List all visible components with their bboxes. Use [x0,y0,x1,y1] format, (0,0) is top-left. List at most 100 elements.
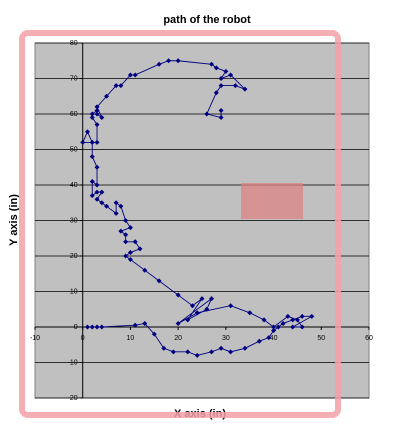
point [94,139,100,145]
highlight-frame [19,30,341,418]
point [218,345,224,351]
point [161,345,167,351]
y-tick-label: 40 [70,182,78,189]
point [209,61,215,67]
point [290,317,296,323]
point [94,196,100,202]
chart-title: path of the robot [163,14,251,26]
point [118,83,124,89]
point [199,296,205,302]
y-tick-label: 80 [70,40,78,47]
point [142,320,148,326]
point [185,349,191,355]
x-tick-label: 60 [365,335,373,342]
point [275,324,281,330]
point [309,313,315,319]
point [94,104,100,110]
point [185,317,191,323]
point [94,107,100,113]
point [89,115,95,121]
y-axis-label: Y axis (in) [8,194,20,246]
point [271,328,277,334]
point [175,292,181,298]
y-tick-label: -20 [68,395,78,402]
point [89,139,95,145]
point [194,310,200,316]
point [94,182,100,188]
y-tick-label: 20 [70,253,78,260]
point [266,335,272,341]
point [127,225,133,231]
x-tick-label: 10 [127,335,135,342]
point [84,324,90,330]
point [94,324,100,330]
point [89,154,95,160]
point [99,324,105,330]
point [170,349,176,355]
point [166,58,172,64]
point [80,139,86,145]
point [228,349,234,355]
point [123,218,129,223]
point [218,107,224,113]
point [84,129,90,135]
point [132,239,138,245]
y-tick-label: 60 [70,111,78,118]
point [247,310,253,316]
point [228,303,234,309]
point [204,111,210,117]
point [194,352,200,358]
point [151,331,157,337]
point [89,178,95,184]
point [213,90,219,96]
chart-layer: -20-1001020304050607080-100102030405060 [30,40,373,402]
point [127,257,133,263]
point [104,93,110,99]
point [94,164,100,170]
x-tick-label: 40 [270,335,278,342]
point [156,278,162,284]
point [99,189,105,195]
point [94,111,100,117]
y-tick-label: 50 [70,146,78,153]
y-tick-label: 70 [70,75,78,82]
point [127,249,133,255]
y-tick-label: 10 [70,288,78,295]
point [189,303,195,309]
point [204,306,210,312]
x-tick-label: 50 [317,335,325,342]
point [118,203,124,209]
x-tick-label: -10 [30,335,40,342]
point [132,322,138,328]
point [218,76,224,81]
point [209,349,215,355]
x-tick-label: 30 [222,335,230,342]
point [294,317,300,323]
point [223,68,229,74]
y-tick-label: 30 [70,217,78,224]
point [156,61,162,67]
point [137,246,143,252]
point [123,239,129,245]
point [261,317,267,323]
point [113,83,119,89]
point [218,115,224,121]
point [209,296,215,302]
point [232,83,238,89]
point [290,324,296,330]
point [175,320,181,326]
point [113,210,119,216]
point [127,72,133,78]
point [123,253,129,259]
point [104,203,110,209]
point [132,72,138,78]
point [123,232,129,238]
point [113,200,119,206]
x-tick-label: 20 [174,335,182,342]
point [99,115,105,121]
point [175,58,181,64]
point [94,122,100,128]
point [99,200,105,206]
point [89,111,95,117]
